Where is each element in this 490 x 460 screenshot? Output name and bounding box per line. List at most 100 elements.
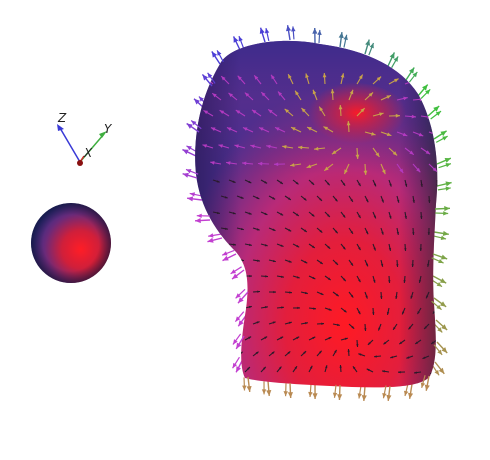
field-arrow-head — [369, 42, 374, 49]
field-arrow-head — [268, 109, 273, 114]
field-arrows-front — [182, 27, 452, 401]
field-arrow-head — [365, 231, 369, 235]
field-arrow-head — [194, 98, 200, 105]
field-arrow-head — [386, 95, 391, 99]
field-arrow-head — [305, 73, 309, 78]
field-arrow-head — [386, 394, 392, 401]
field-arrow-head — [278, 91, 283, 96]
field-arrow-head — [319, 261, 323, 264]
field-arrow-head — [393, 56, 399, 62]
field-arrow-head — [284, 108, 290, 114]
field-arrow-head — [368, 92, 374, 97]
field-arrow-head — [217, 243, 220, 246]
field-arrow-head — [444, 206, 450, 212]
field-arrow-head — [343, 278, 346, 282]
field-arrow-head — [439, 278, 447, 284]
field-arrow-head — [350, 198, 353, 202]
field-arrow-head — [334, 198, 338, 202]
field-arrow-head — [314, 146, 319, 151]
field-arrow-head — [418, 132, 424, 137]
field-arrow-head — [342, 246, 346, 250]
field-arrow-head — [404, 216, 407, 219]
field-arrow-head — [435, 98, 438, 102]
field-arrow-head — [351, 326, 355, 329]
field-arrow-head — [435, 248, 438, 251]
field-arrow-head — [272, 228, 276, 231]
vector-field-surface[interactable] — [150, 14, 480, 424]
field-arrow-head — [288, 321, 292, 325]
field-arrow-head — [312, 276, 316, 279]
field-arrow-head — [350, 262, 354, 266]
field-arrow-head — [346, 121, 351, 126]
field-arrow-head — [215, 367, 219, 370]
field-arrow-head — [383, 341, 387, 345]
field-arrow-head — [331, 150, 337, 155]
field-arrow-head — [330, 89, 335, 94]
field-arrow-head — [290, 163, 295, 167]
field-arrow-head — [340, 73, 345, 78]
field-arrow-shaft — [436, 115, 438, 119]
field-arrow-head — [424, 326, 427, 330]
field-arrow-head — [295, 181, 299, 185]
field-arrow-head — [410, 295, 413, 299]
field-arrow-head — [256, 321, 260, 324]
field-arrow-head — [311, 213, 315, 217]
field-arrow-head — [303, 197, 307, 201]
field-arrow-head — [281, 275, 284, 278]
field-arrow-head — [249, 243, 252, 247]
field-arrow-head — [301, 108, 306, 113]
field-arrow-head — [222, 251, 228, 256]
field-arrow-head — [344, 169, 348, 174]
field-arrow-head — [258, 127, 264, 131]
field-arrow-head — [317, 29, 322, 36]
field-arrow-head — [349, 89, 354, 95]
field-arrow-head — [444, 200, 446, 203]
z-axis-arrowhead — [57, 124, 64, 131]
field-arrow-head — [444, 158, 451, 163]
field-arrow-head — [379, 112, 384, 117]
field-arrow-head — [436, 282, 443, 287]
field-arrow-head — [358, 215, 361, 219]
field-arrow-head — [187, 196, 194, 202]
field-arrow-head — [216, 336, 220, 339]
field-arrow-head — [295, 213, 299, 216]
field-arrow-head — [396, 264, 399, 267]
field-arrow-shaft — [212, 366, 219, 373]
field-arrow-head — [216, 305, 220, 308]
field-arrow-head — [218, 144, 223, 148]
field-arrow-head — [388, 247, 392, 251]
field-arrow-head — [278, 366, 282, 370]
orientation-axes-widget: Z Y X — [57, 111, 113, 166]
field-arrow-head — [365, 263, 368, 267]
field-arrow-head — [256, 228, 260, 231]
field-arrow-head — [338, 32, 344, 39]
field-arrow-head — [264, 336, 268, 339]
field-arrow-head — [409, 150, 414, 155]
field-arrow-head — [403, 390, 409, 397]
field-arrow-head — [365, 295, 368, 299]
field-arrow-head — [434, 369, 440, 376]
field-arrow-head — [358, 74, 363, 80]
field-arrow-head — [390, 355, 394, 359]
field-arrow-head — [288, 260, 292, 263]
field-arrow-head — [373, 247, 376, 251]
field-arrow-head — [396, 232, 400, 235]
y-axis-label: Y — [104, 122, 113, 136]
field-arrow-head — [381, 169, 386, 175]
field-arrow-head — [195, 217, 201, 224]
field-arrow-head — [312, 336, 316, 340]
field-arrow-head — [281, 306, 284, 309]
field-arrow-head — [392, 151, 398, 156]
field-arrow-head — [364, 328, 367, 331]
field-arrow-shaft — [220, 320, 228, 325]
field-arrow-head — [395, 113, 400, 118]
field-arrow-head — [265, 275, 268, 278]
field-arrow-head — [272, 259, 276, 263]
field-arrow-head — [373, 183, 376, 187]
field-arrow-head — [327, 246, 331, 249]
field-arrow-head — [246, 385, 252, 392]
field-arrow-head — [427, 232, 431, 235]
field-arrow-head — [312, 393, 318, 399]
field-arrow-head — [285, 25, 292, 32]
